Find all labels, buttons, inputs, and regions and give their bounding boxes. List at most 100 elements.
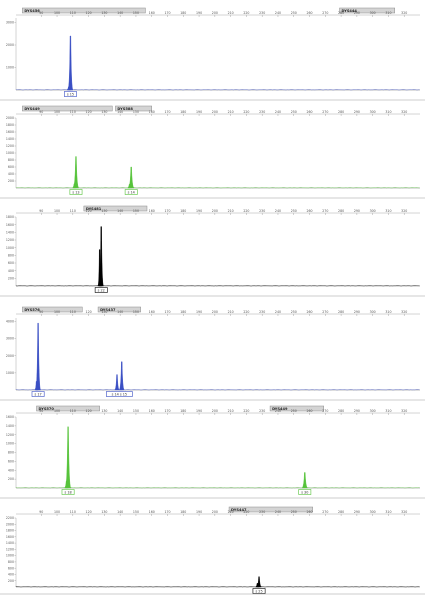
noise-trace [15,89,420,91]
x-tick-label: 210 [228,510,234,514]
x-tick-label: 280 [338,209,344,213]
y-tick-label: 1000 [6,554,14,558]
y-tick-label: 1000 [6,151,14,155]
allele-label: s 13 [72,190,79,194]
allele-label: s 17 [35,392,42,396]
x-tick-label: 170 [164,510,170,514]
x-tick-label: 280 [338,110,344,114]
y-tick-label: 200 [8,276,14,280]
x-tick-label: 290 [354,510,360,514]
x-tick-label: 260 [306,11,312,15]
x-tick-label: 140 [117,310,123,314]
x-tick-label: 240 [275,310,281,314]
allele-label-box [124,189,138,195]
x-tick-label: 100 [54,110,60,114]
x-tick-label: 290 [354,310,360,314]
marker-label-1: DYS481 [86,207,102,211]
x-tick-label: 120 [86,510,92,514]
x-tick-label: 180 [180,409,186,413]
y-tick-label: 1400 [6,230,14,234]
x-tick-label: 230 [259,310,265,314]
x-tick-label: 220 [243,11,249,15]
y-tick-label: 1200 [6,433,14,437]
x-tick-label: 160 [149,409,155,413]
marker-label-1: DYS447 [231,508,247,512]
x-tick-label: 210 [228,110,234,114]
x-tick-label: 110 [70,11,76,15]
x-tick-label: 240 [275,209,281,213]
peak-1 [34,322,42,391]
x-tick-label: 160 [149,110,155,114]
x-tick-label: 320 [401,409,407,413]
x-tick-label: 160 [149,310,155,314]
noise-trace [15,187,420,189]
x-tick-label: 110 [70,310,76,314]
panel-3: DYS481 90 100 110 120 130 140 150 160 170 180 190 20… [0,205,425,297]
x-tick-label: 300 [370,510,376,514]
x-tick-label: 200 [212,209,218,213]
x-tick-label: 320 [401,510,407,514]
x-tick-label: 110 [70,510,76,514]
allele-label: s 18 [64,490,71,494]
x-tick-label: 150 [133,310,139,314]
y-tick-label: 600 [8,459,14,463]
allele-label: s 30 [301,490,308,494]
allele-label-box [64,91,77,97]
x-tick-label: 100 [54,409,60,413]
peak-2 [97,249,102,287]
y-tick-label: 200 [8,179,14,183]
x-tick-label: 170 [164,110,170,114]
marker-bar-1 [22,105,113,112]
x-tick-label: 210 [228,11,234,15]
x-tick-label: 130 [101,310,107,314]
marker-label-2: DYS449 [272,407,288,411]
x-tick-label: 320 [401,11,407,15]
y-tick-label: 1600 [6,535,14,539]
y-tick-label: 1800 [6,215,14,219]
y-tick-label: 1600 [6,415,14,419]
allele-label-box [31,391,45,397]
x-tick-label: 240 [275,510,281,514]
x-tick-label: 290 [354,110,360,114]
marker-label-1: DYS449 [24,107,40,111]
x-tick-label: 270 [322,310,328,314]
allele-label-box [252,588,266,594]
x-tick-label: 310 [385,209,391,213]
y-tick-label: 1600 [6,130,14,134]
y-tick-label: 800 [8,560,14,564]
x-tick-label: 140 [117,409,123,413]
x-tick-label: 200 [212,409,218,413]
x-tick-label: 210 [228,209,234,213]
allele-label: s 14 s 15 [112,392,127,396]
y-tick-label: 1400 [6,424,14,428]
x-tick-label: 90 [39,110,43,114]
x-tick-label: 140 [117,510,123,514]
x-tick-label: 270 [322,11,328,15]
x-tick-label: 250 [291,310,297,314]
marker-bar-1 [22,7,146,14]
marker-label-1: DYS576 [24,308,40,312]
y-tick-label: 4000 [6,320,14,324]
x-tick-label: 130 [101,110,107,114]
x-tick-label: 100 [54,310,60,314]
x-tick-label: 120 [86,409,92,413]
x-tick-label: 310 [385,310,391,314]
x-tick-label: 250 [291,11,297,15]
y-tick-label: 400 [8,468,14,472]
y-tick-label: 3000 [6,337,14,341]
y-tick-label: 400 [8,269,14,273]
marker-bar-1 [22,306,83,313]
x-tick-label: 220 [243,409,249,413]
y-tick-label: 1800 [6,123,14,127]
x-tick-label: 290 [354,209,360,213]
x-tick-label: 120 [86,310,92,314]
x-tick-label: 200 [212,11,218,15]
y-tick-label: 400 [8,172,14,176]
panel-4: DYS576 DYS437 90 100 110 120 130 140 150 160 170 18… [0,306,425,401]
y-tick-label: 200 [8,477,14,481]
y-tick-label: 1600 [6,223,14,227]
x-tick-label: 270 [322,209,328,213]
x-tick-label: 300 [370,409,376,413]
allele-label-box [298,489,312,495]
noise-trace [15,586,420,588]
